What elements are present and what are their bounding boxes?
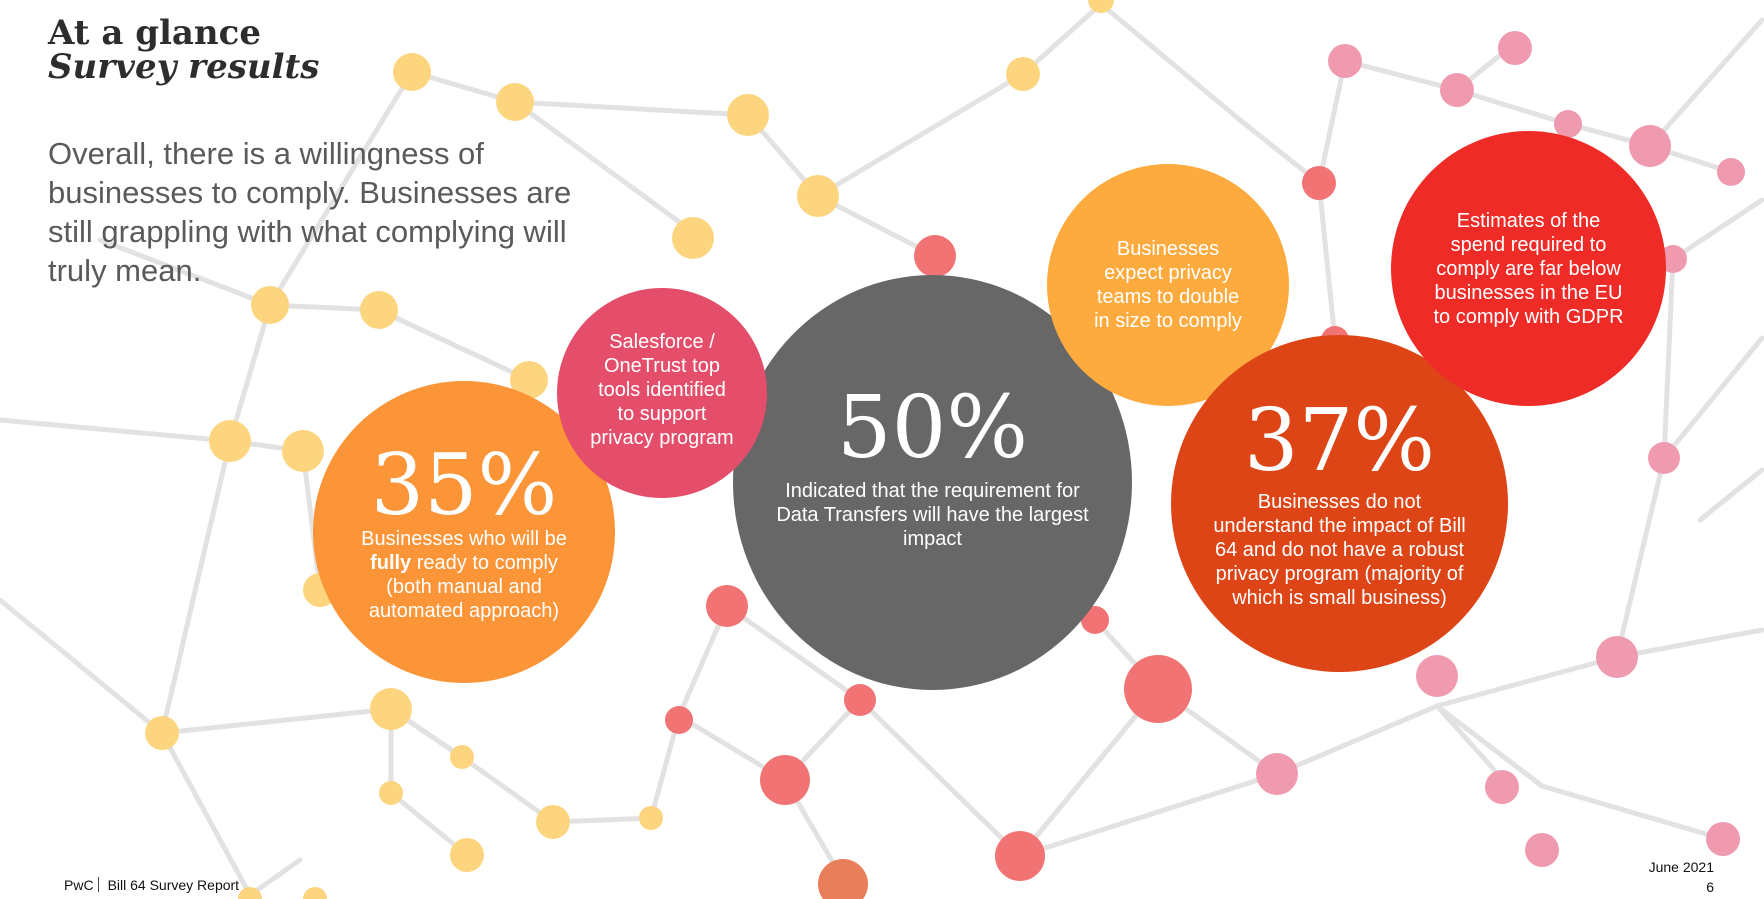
stat-35: 35%: [370, 436, 558, 534]
slide-title: At a glance Survey results: [48, 16, 319, 84]
stat-37: 37%: [1243, 390, 1436, 491]
intro-text: Overall, there is a willingness of busin…: [48, 136, 572, 288]
bubble-35-text-bold: fully: [370, 552, 412, 574]
bubble-50-text: Indicated that the requirement for Data …: [776, 479, 1089, 550]
bubble-37-percent: 37% Businesses do not understand the imp…: [1171, 335, 1508, 672]
footer-divider: [97, 877, 99, 892]
title-line-2: Survey results: [48, 47, 320, 87]
bubble-35-text: Businesses who will be fully ready to co…: [347, 527, 581, 623]
bubble-privacy-teams: Businesses expect privacy teams to doubl…: [1047, 164, 1289, 406]
bubble-privacy-teams-text: Businesses expect privacy teams to doubl…: [1094, 238, 1242, 332]
title-line-1: At a glance: [48, 13, 261, 53]
bubble-gdpr-estimates: Estimates of the spend required to compl…: [1391, 131, 1666, 406]
report-date: June 2021: [1648, 859, 1714, 875]
brand-name: PwC: [64, 877, 94, 893]
bubble-salesforce: Salesforce / OneTrust top tools identifi…: [557, 288, 767, 498]
bubble-37-text: Businesses do not understand the impact …: [1213, 490, 1466, 609]
bubble-35-text-b: ready to comply (both manual and automat…: [368, 552, 560, 622]
footer-brand: PwC Bill 64 Survey Report: [64, 877, 239, 893]
bubble-35-text-a: Businesses who will be: [361, 528, 567, 550]
report-name: Bill 64 Survey Report: [107, 877, 240, 893]
bubble-salesforce-text: Salesforce / OneTrust top tools identifi…: [590, 331, 734, 449]
bubble-gdpr-text: Estimates of the spend required to compl…: [1433, 209, 1624, 328]
bubble-50-percent: 50% Indicated that the requirement for D…: [733, 275, 1132, 690]
page-number: 6: [1706, 879, 1714, 895]
stat-50: 50%: [836, 377, 1029, 478]
footer-date-page: June 2021 6: [1649, 857, 1714, 897]
